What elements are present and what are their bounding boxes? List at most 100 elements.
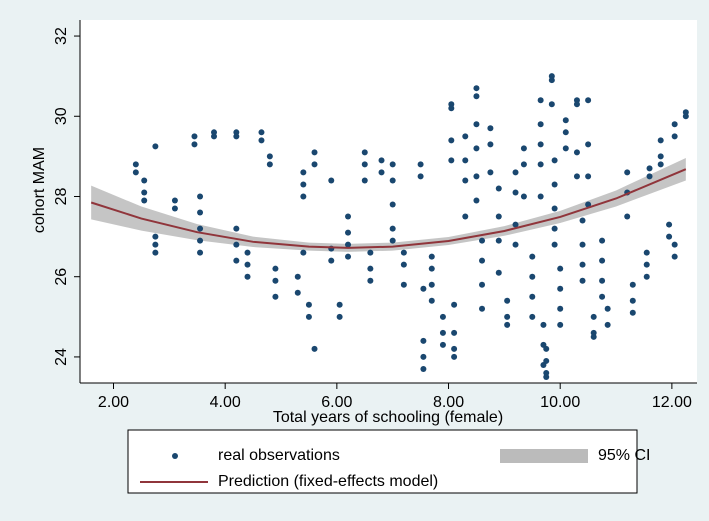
point — [487, 169, 494, 176]
point — [512, 169, 519, 176]
point — [294, 289, 301, 296]
point — [328, 177, 335, 184]
point — [311, 161, 318, 168]
point — [479, 305, 486, 312]
point — [573, 173, 580, 180]
point — [345, 241, 352, 248]
point — [671, 253, 678, 260]
point — [272, 277, 279, 284]
point — [420, 285, 427, 292]
point — [512, 189, 519, 196]
point — [451, 345, 458, 352]
point — [448, 137, 455, 144]
point — [266, 161, 273, 168]
point — [378, 169, 385, 176]
point — [557, 305, 564, 312]
point — [233, 133, 240, 140]
point — [152, 233, 159, 240]
point — [428, 281, 435, 288]
point — [643, 249, 650, 256]
point — [551, 157, 558, 164]
point — [233, 257, 240, 264]
point — [448, 157, 455, 164]
point — [629, 297, 636, 304]
point — [537, 193, 544, 200]
point — [495, 237, 502, 244]
point — [590, 333, 597, 340]
x-tick-label: 12.00 — [652, 394, 692, 411]
point — [272, 293, 279, 300]
point — [599, 237, 606, 244]
point — [328, 257, 335, 264]
point — [400, 249, 407, 256]
point — [682, 113, 689, 120]
y-axis-title: cohort MAM — [31, 147, 48, 233]
point — [487, 125, 494, 132]
point — [529, 253, 536, 260]
point — [629, 281, 636, 288]
point — [152, 249, 159, 256]
point — [643, 273, 650, 280]
point — [361, 161, 368, 168]
point — [197, 193, 204, 200]
point — [439, 341, 446, 348]
legend-marker — [172, 453, 178, 459]
point — [599, 277, 606, 284]
y-tick-label: 24 — [53, 348, 70, 366]
point — [420, 353, 427, 360]
point — [657, 153, 664, 160]
point — [579, 241, 586, 248]
point — [579, 277, 586, 284]
point — [389, 177, 396, 184]
point — [504, 297, 511, 304]
point — [540, 321, 547, 328]
point — [420, 365, 427, 372]
point — [495, 269, 502, 276]
point — [671, 133, 678, 140]
point — [671, 241, 678, 248]
point — [336, 313, 343, 320]
point — [473, 145, 480, 152]
point — [473, 173, 480, 180]
point — [211, 129, 218, 136]
point — [557, 265, 564, 272]
point — [300, 169, 307, 176]
point — [152, 143, 159, 150]
point — [551, 205, 558, 212]
point — [152, 241, 159, 248]
point — [141, 197, 148, 204]
y-tick-label: 30 — [53, 107, 70, 125]
point — [599, 257, 606, 264]
y-tick-label: 28 — [53, 187, 70, 205]
x-tick-label: 8.00 — [433, 394, 464, 411]
point — [543, 373, 550, 380]
point — [428, 253, 435, 260]
point — [378, 157, 385, 164]
point — [389, 161, 396, 168]
point — [451, 353, 458, 360]
point — [529, 293, 536, 300]
point — [420, 337, 427, 344]
point — [311, 149, 318, 156]
point — [462, 177, 469, 184]
x-tick-label: 6.00 — [321, 394, 352, 411]
legend-label: real observations — [218, 447, 340, 464]
point — [504, 313, 511, 320]
point — [520, 145, 527, 152]
point — [132, 161, 139, 168]
x-tick-label: 10.00 — [540, 394, 580, 411]
point — [367, 249, 374, 256]
point — [562, 145, 569, 152]
legend-label: Prediction (fixed-effects model) — [218, 473, 438, 490]
point — [624, 169, 631, 176]
point — [141, 189, 148, 196]
point — [171, 205, 178, 212]
point — [439, 313, 446, 320]
point — [361, 149, 368, 156]
point — [604, 305, 611, 312]
point — [244, 249, 251, 256]
legend-swatch — [500, 449, 588, 463]
point — [590, 313, 597, 320]
point — [448, 105, 455, 112]
point — [451, 301, 458, 308]
